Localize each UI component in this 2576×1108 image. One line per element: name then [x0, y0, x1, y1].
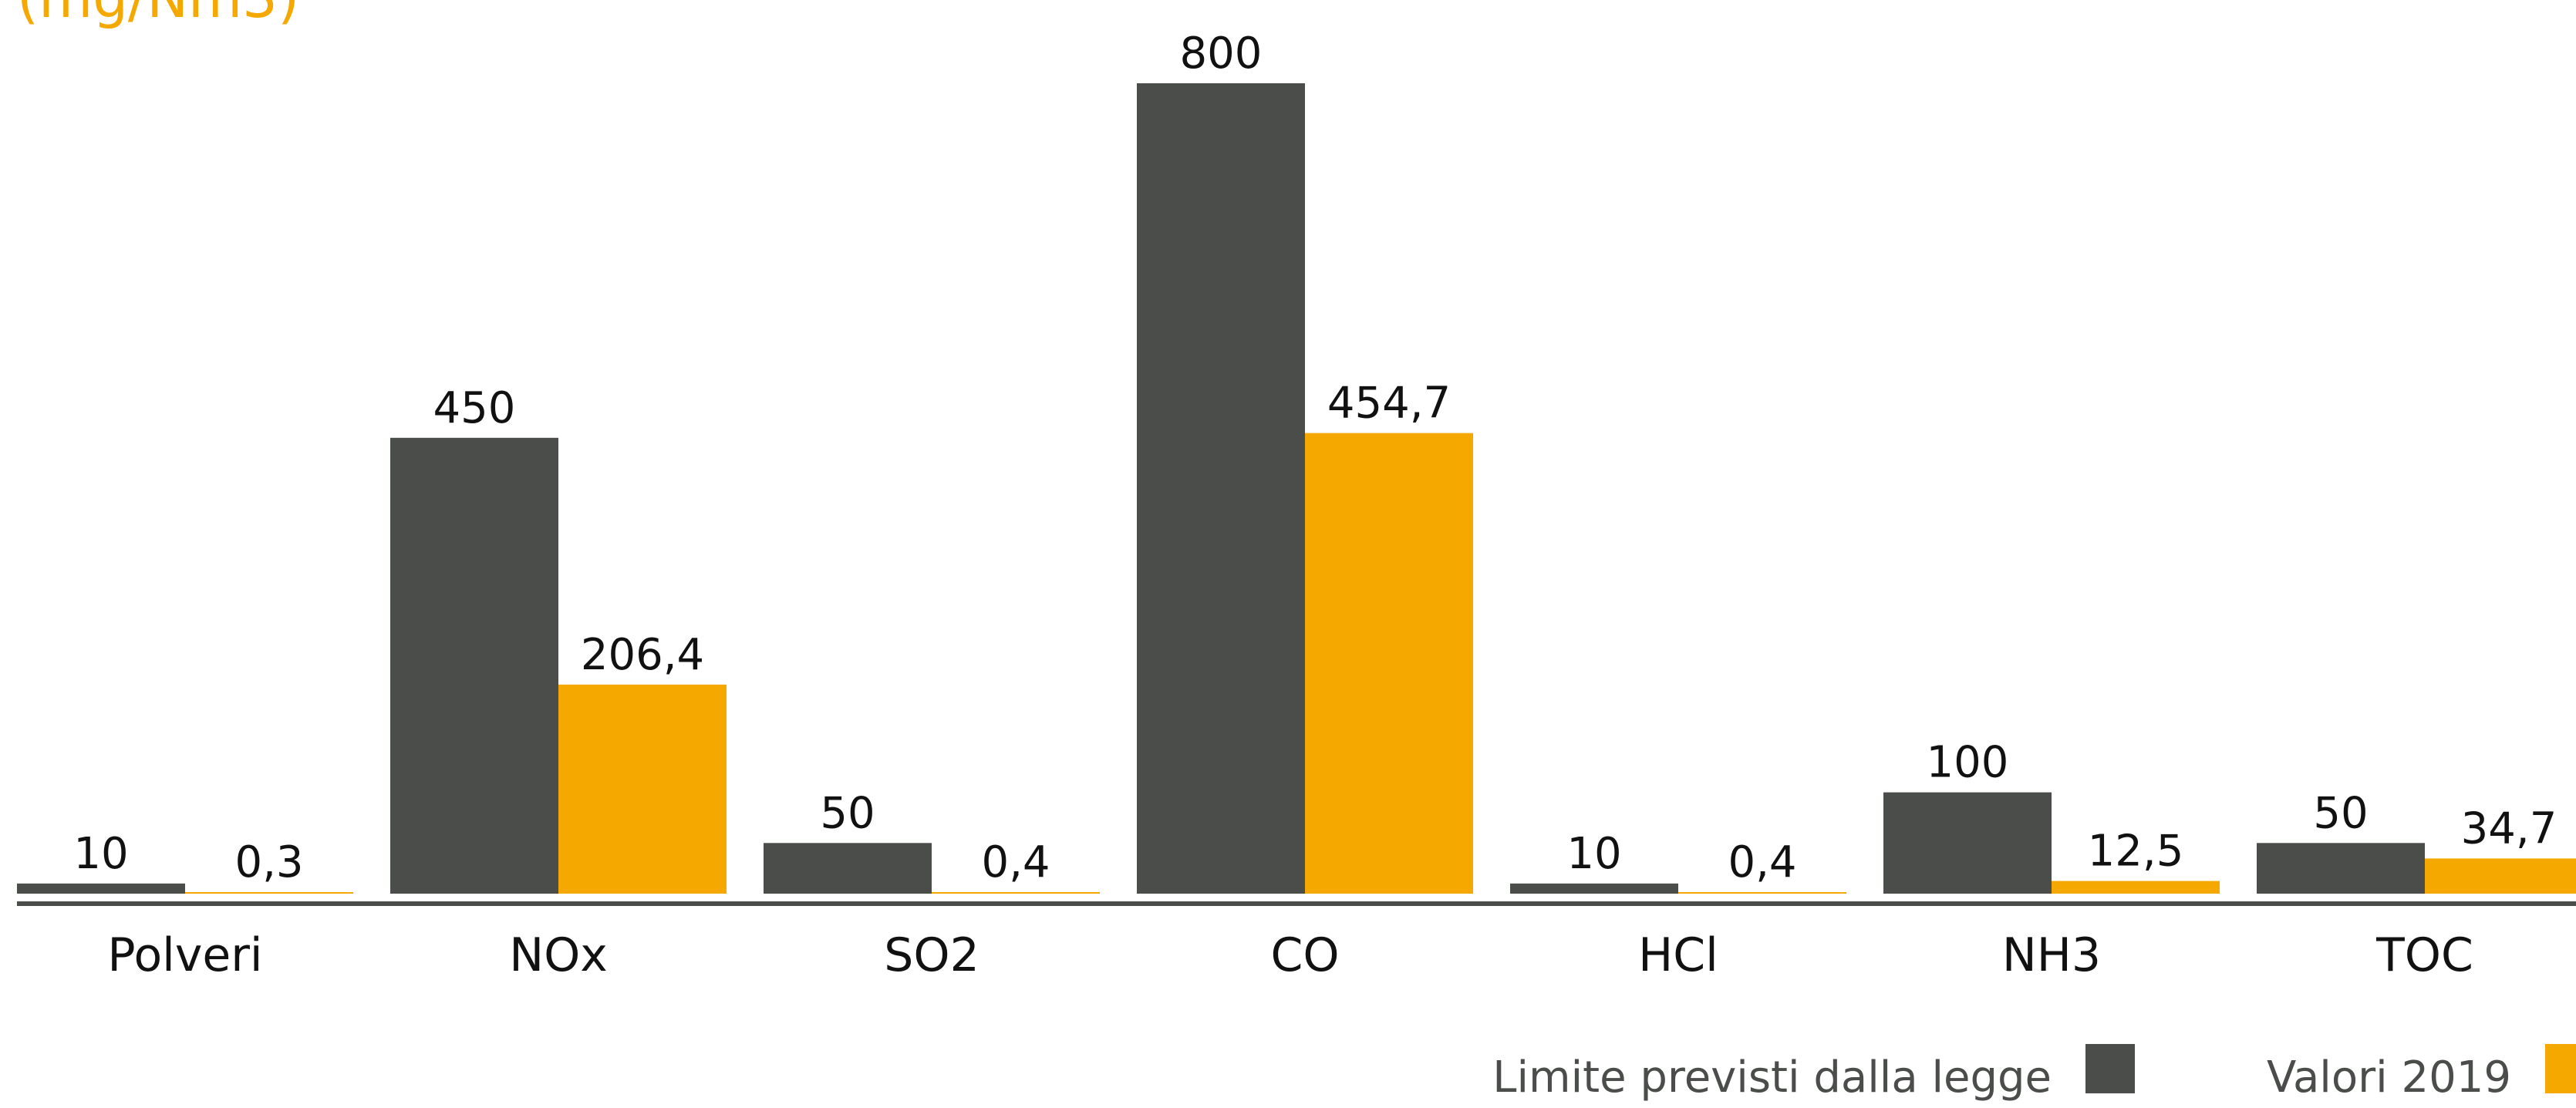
category-label-hcl: HCl: [1638, 928, 1718, 982]
bar-so2-series-1: [764, 843, 932, 894]
data-label-so2-series-1: 50: [820, 788, 875, 838]
bar-hcl-series-2: [1678, 892, 1846, 894]
data-label-toc-series-1: 50: [2313, 788, 2368, 838]
bar-hcl-series-1: [1510, 883, 1678, 894]
data-label-toc-series-2: 34,7: [2461, 803, 2557, 854]
category-label-co: CO: [1270, 928, 1339, 982]
bar-nh3-series-1: [1883, 792, 2052, 894]
bars-layer: [17, 83, 2576, 894]
bar-co-series-2: [1305, 433, 1473, 894]
data-label-co-series-1: 800: [1180, 29, 1263, 79]
data-label-hcl-series-2: 0,4: [1728, 837, 1796, 887]
bar-polveri-series-1: [17, 883, 185, 894]
bar-polveri-series-2: [185, 892, 353, 894]
category-label-toc: TOC: [2375, 928, 2473, 982]
legend-swatch-series-1: [2085, 1044, 2135, 1093]
legend-swatch-series-2: [2545, 1044, 2576, 1093]
data-label-polveri-series-1: 10: [73, 829, 128, 879]
data-label-hcl-series-1: 10: [1566, 829, 1621, 879]
unit-label: (mg/Nm3): [17, 0, 299, 30]
data-label-nox-series-2: 206,4: [581, 630, 704, 680]
legend: Limite previsti dalla legge Valori 2019: [1492, 1044, 2576, 1103]
data-label-polveri-series-2: 0,3: [234, 837, 303, 887]
legend-label-series-2: Valori 2019: [2267, 1052, 2511, 1103]
data-label-co-series-2: 454,7: [1327, 379, 1451, 429]
category-label-polveri: Polveri: [107, 928, 262, 982]
bar-nh3-series-2: [2052, 881, 2220, 894]
category-label-nh3: NH3: [2002, 928, 2101, 982]
bar-toc-series-1: [2257, 843, 2425, 894]
data-labels-layer: 10 0,3 450 206,4 50 0,4 800 454,7 10 0,4 100 12,5 50…: [73, 29, 2557, 887]
data-label-so2-series-2: 0,4: [981, 837, 1050, 887]
data-label-nox-series-1: 450: [433, 383, 516, 433]
bar-co-series-1: [1137, 83, 1305, 894]
bar-toc-series-2: [2425, 858, 2576, 894]
data-label-nh3-series-1: 100: [1927, 738, 2009, 788]
category-label-so2: SO2: [884, 928, 979, 982]
category-labels-layer: Polveri NOx SO2 CO HCl NH3 TOC: [107, 928, 2473, 982]
data-label-nh3-series-2: 12,5: [2088, 827, 2184, 877]
bar-so2-series-2: [932, 892, 1100, 894]
category-label-nox: NOx: [509, 928, 608, 982]
legend-label-series-1: Limite previsti dalla legge: [1492, 1052, 2052, 1103]
bar-nox-series-2: [558, 684, 727, 894]
bar-nox-series-1: [390, 437, 558, 894]
